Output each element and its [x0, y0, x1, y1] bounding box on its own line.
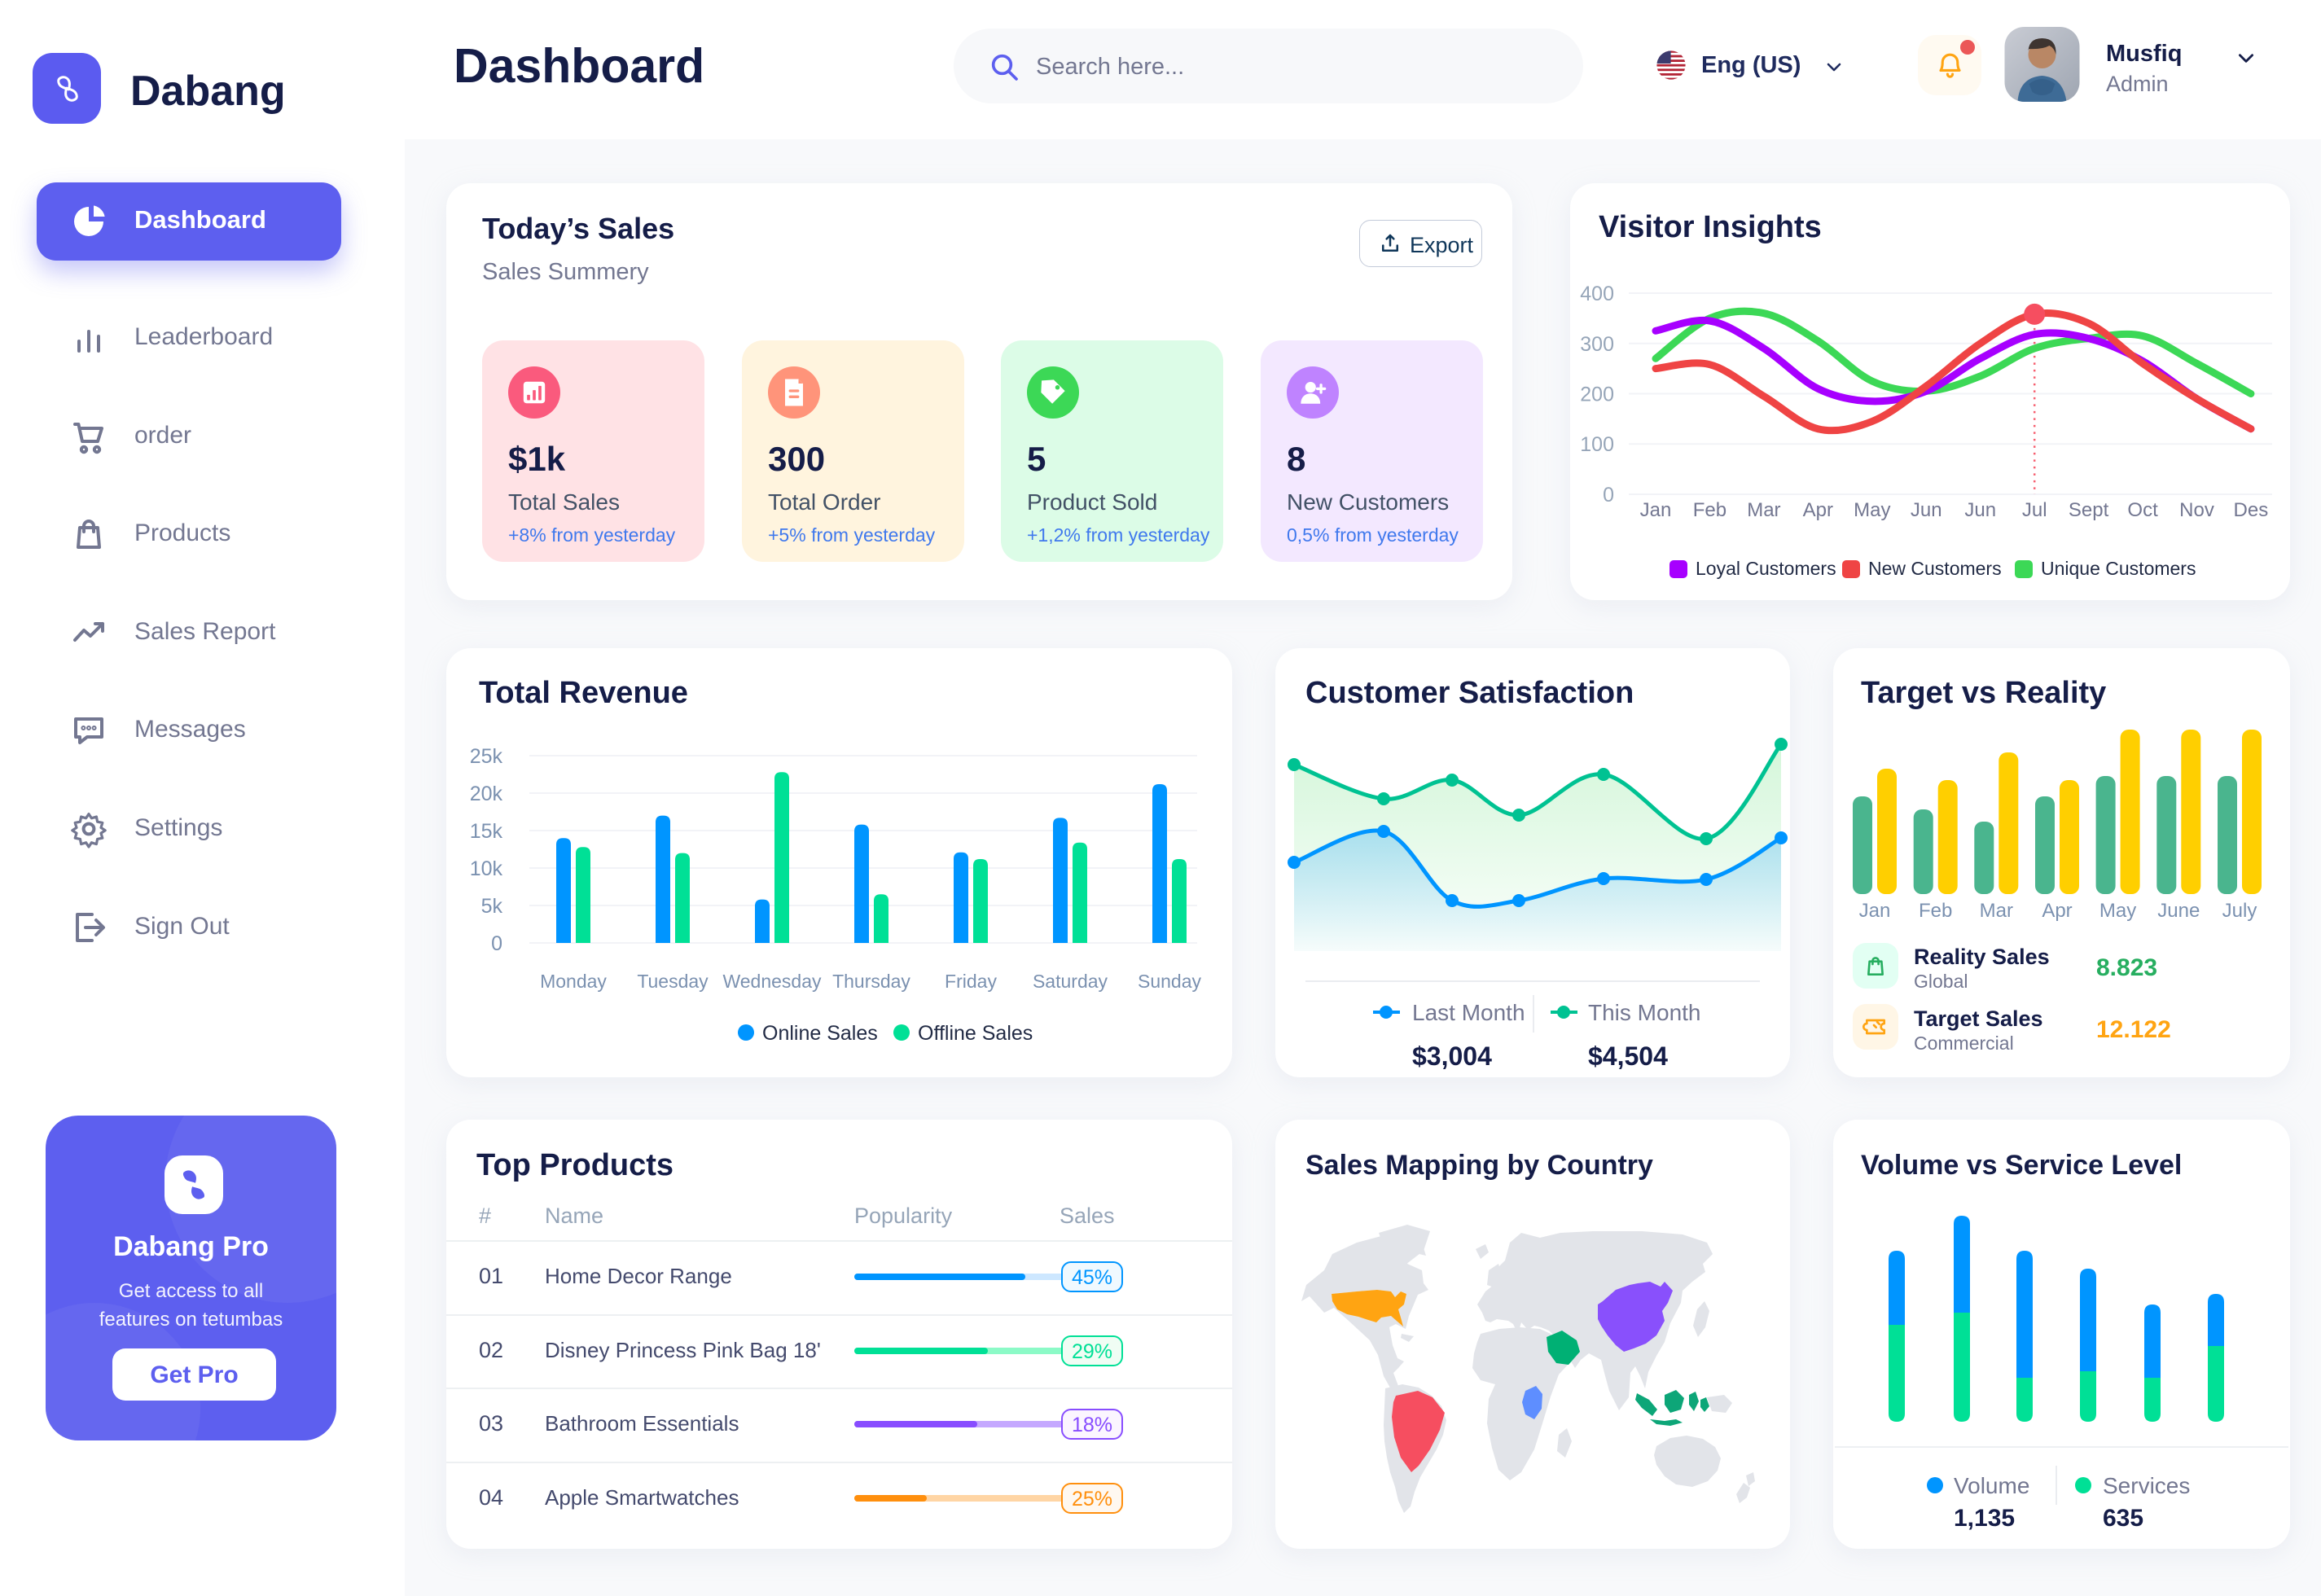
svg-text:Oct: Oct	[2127, 499, 2158, 521]
svg-text:Feb: Feb	[1919, 900, 1952, 922]
svg-text:100: 100	[1580, 433, 1614, 456]
svg-text:May: May	[1854, 499, 1890, 521]
svg-text:June: June	[2157, 900, 2200, 922]
svg-text:10k: 10k	[470, 857, 503, 880]
svg-text:Unique Customers: Unique Customers	[2041, 558, 2196, 579]
svg-text:Feb: Feb	[1693, 499, 1726, 521]
svg-text:$4,504: $4,504	[1588, 1041, 1668, 1071]
svg-text:Volume: Volume	[1954, 1473, 2029, 1498]
svg-text:July: July	[2222, 900, 2257, 922]
svg-text:300: 300	[1580, 333, 1614, 356]
svg-text:Services: Services	[2103, 1473, 2190, 1498]
svg-text:Wednesday: Wednesday	[722, 971, 822, 992]
svg-text:Sunday: Sunday	[1138, 971, 1202, 992]
svg-text:Des: Des	[2234, 499, 2269, 521]
svg-text:Monday: Monday	[540, 971, 607, 992]
svg-text:Mar: Mar	[1747, 499, 1780, 521]
svg-text:Last Month: Last Month	[1412, 1000, 1525, 1025]
svg-text:15k: 15k	[470, 820, 503, 843]
svg-text:Commercial: Commercial	[1914, 1033, 2014, 1054]
svg-text:Global: Global	[1914, 971, 1968, 992]
svg-text:200: 200	[1580, 384, 1614, 406]
svg-text:Target Sales: Target Sales	[1914, 1006, 2043, 1031]
svg-text:5k: 5k	[481, 895, 503, 918]
svg-text:Jul: Jul	[2022, 499, 2047, 521]
svg-text:Jun: Jun	[1911, 499, 1942, 521]
svg-text:Loyal Customers: Loyal Customers	[1696, 558, 1836, 579]
svg-text:This Month: This Month	[1588, 1000, 1701, 1025]
svg-text:1,135: 1,135	[1954, 1505, 2015, 1532]
svg-text:Apr: Apr	[2042, 900, 2072, 922]
svg-text:12.122: 12.122	[2096, 1016, 2171, 1043]
svg-text:Online Sales: Online Sales	[762, 1022, 878, 1045]
svg-text:Apr: Apr	[1803, 499, 1833, 521]
svg-text:Sept: Sept	[2069, 499, 2109, 521]
svg-text:25k: 25k	[470, 745, 503, 768]
svg-text:Mar: Mar	[1980, 900, 2013, 922]
svg-text:Tuesday: Tuesday	[637, 971, 709, 992]
svg-text:Jan: Jan	[1640, 499, 1672, 521]
svg-text:Reality Sales: Reality Sales	[1914, 945, 2050, 969]
svg-text:0: 0	[1603, 484, 1614, 506]
svg-text:400: 400	[1580, 283, 1614, 305]
svg-text:May: May	[2099, 900, 2136, 922]
svg-text:$3,004: $3,004	[1412, 1041, 1492, 1071]
svg-text:Nov: Nov	[2179, 499, 2214, 521]
svg-text:New Customers: New Customers	[1868, 558, 2002, 579]
svg-text:Friday: Friday	[945, 971, 997, 992]
svg-text:635: 635	[2103, 1505, 2143, 1532]
svg-text:20k: 20k	[470, 783, 503, 805]
svg-text:8.823: 8.823	[2096, 954, 2157, 981]
svg-text:Jun: Jun	[1964, 499, 1996, 521]
svg-text:0: 0	[491, 932, 502, 955]
svg-text:Saturday: Saturday	[1033, 971, 1108, 992]
svg-text:Thursday: Thursday	[832, 971, 910, 992]
svg-text:Jan: Jan	[1859, 900, 1891, 922]
svg-text:Offline Sales: Offline Sales	[918, 1022, 1033, 1045]
